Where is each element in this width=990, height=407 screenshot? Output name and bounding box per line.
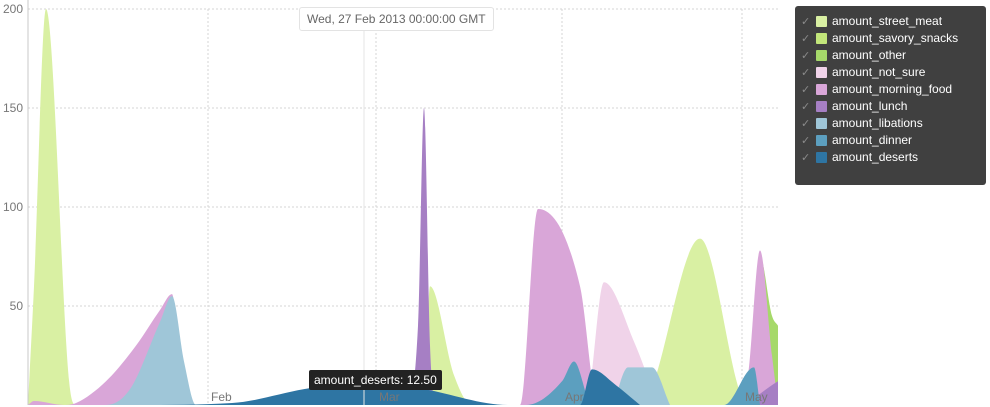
legend-label: amount_dinner — [832, 133, 913, 147]
legend-item-amount-savory-snacks[interactable]: ✓ amount_savory_snacks — [801, 30, 980, 47]
check-icon: ✓ — [801, 117, 811, 130]
check-icon: ✓ — [801, 151, 811, 164]
x-tick-label: Apr — [565, 390, 584, 404]
legend-item-amount-dinner[interactable]: ✓ amount_dinner — [801, 132, 980, 149]
marker-layer — [359, 29, 369, 405]
y-tick-label: 150 — [3, 101, 23, 115]
legend-label: amount_street_meat — [832, 14, 943, 28]
legend-label: amount_other — [832, 48, 907, 62]
legend-label: amount_not_sure — [832, 65, 926, 79]
legend-swatch — [816, 101, 827, 112]
check-icon: ✓ — [801, 32, 811, 45]
series-area-amount-dinner — [28, 361, 760, 405]
y-tick-label: 200 — [3, 2, 23, 16]
legend-swatch — [816, 152, 827, 163]
x-tick-label: Feb — [211, 390, 232, 404]
legend-swatch — [816, 33, 827, 44]
legend-item-amount-other[interactable]: ✓ amount_other — [801, 47, 980, 64]
series-area-amount-libations — [28, 296, 670, 405]
legend-label: amount_savory_snacks — [832, 31, 959, 45]
legend-item-amount-deserts[interactable]: ✓ amount_deserts — [801, 149, 980, 166]
legend-item-amount-libations[interactable]: ✓ amount_libations — [801, 115, 980, 132]
x-tick-label: Mar — [379, 390, 400, 404]
legend-label: amount_libations — [832, 116, 923, 130]
legend-swatch — [816, 84, 827, 95]
legend-swatch — [816, 16, 827, 27]
axis-layer: 200 150 100 50 Feb Mar Apr May — [3, 0, 768, 405]
legend-item-amount-street-meat[interactable]: ✓ amount_street_meat — [801, 13, 980, 30]
series-area-amount-street-meat — [28, 9, 766, 405]
check-icon: ✓ — [801, 15, 811, 28]
legend-swatch — [816, 50, 827, 61]
check-icon: ✓ — [801, 100, 811, 113]
legend-swatch — [816, 67, 827, 78]
x-tick-label: May — [745, 390, 768, 404]
y-tick-label: 50 — [10, 299, 24, 313]
check-icon: ✓ — [801, 83, 811, 96]
legend-label: amount_morning_food — [832, 82, 953, 96]
legend-item-amount-morning-food[interactable]: ✓ amount_morning_food — [801, 81, 980, 98]
series-area-amount-morning-food — [28, 208, 778, 405]
legend-swatch — [816, 118, 827, 129]
check-icon: ✓ — [801, 49, 811, 62]
legend-item-amount-not-sure[interactable]: ✓ amount_not_sure — [801, 64, 980, 81]
legend-swatch — [816, 135, 827, 146]
legend: ✓ amount_street_meat ✓ amount_savory_snacks… — [795, 6, 986, 185]
legend-label: amount_lunch — [832, 99, 908, 113]
legend-item-amount-lunch[interactable]: ✓ amount_lunch — [801, 98, 980, 115]
hover-date-label: Wed, 27 Feb 2013 00:00:00 GMT — [299, 7, 494, 31]
check-icon: ✓ — [801, 134, 811, 147]
legend-label: amount_deserts — [832, 150, 919, 164]
y-tick-label: 100 — [3, 200, 23, 214]
check-icon: ✓ — [801, 66, 811, 79]
hover-tooltip: amount_deserts: 12.50 — [309, 370, 442, 390]
